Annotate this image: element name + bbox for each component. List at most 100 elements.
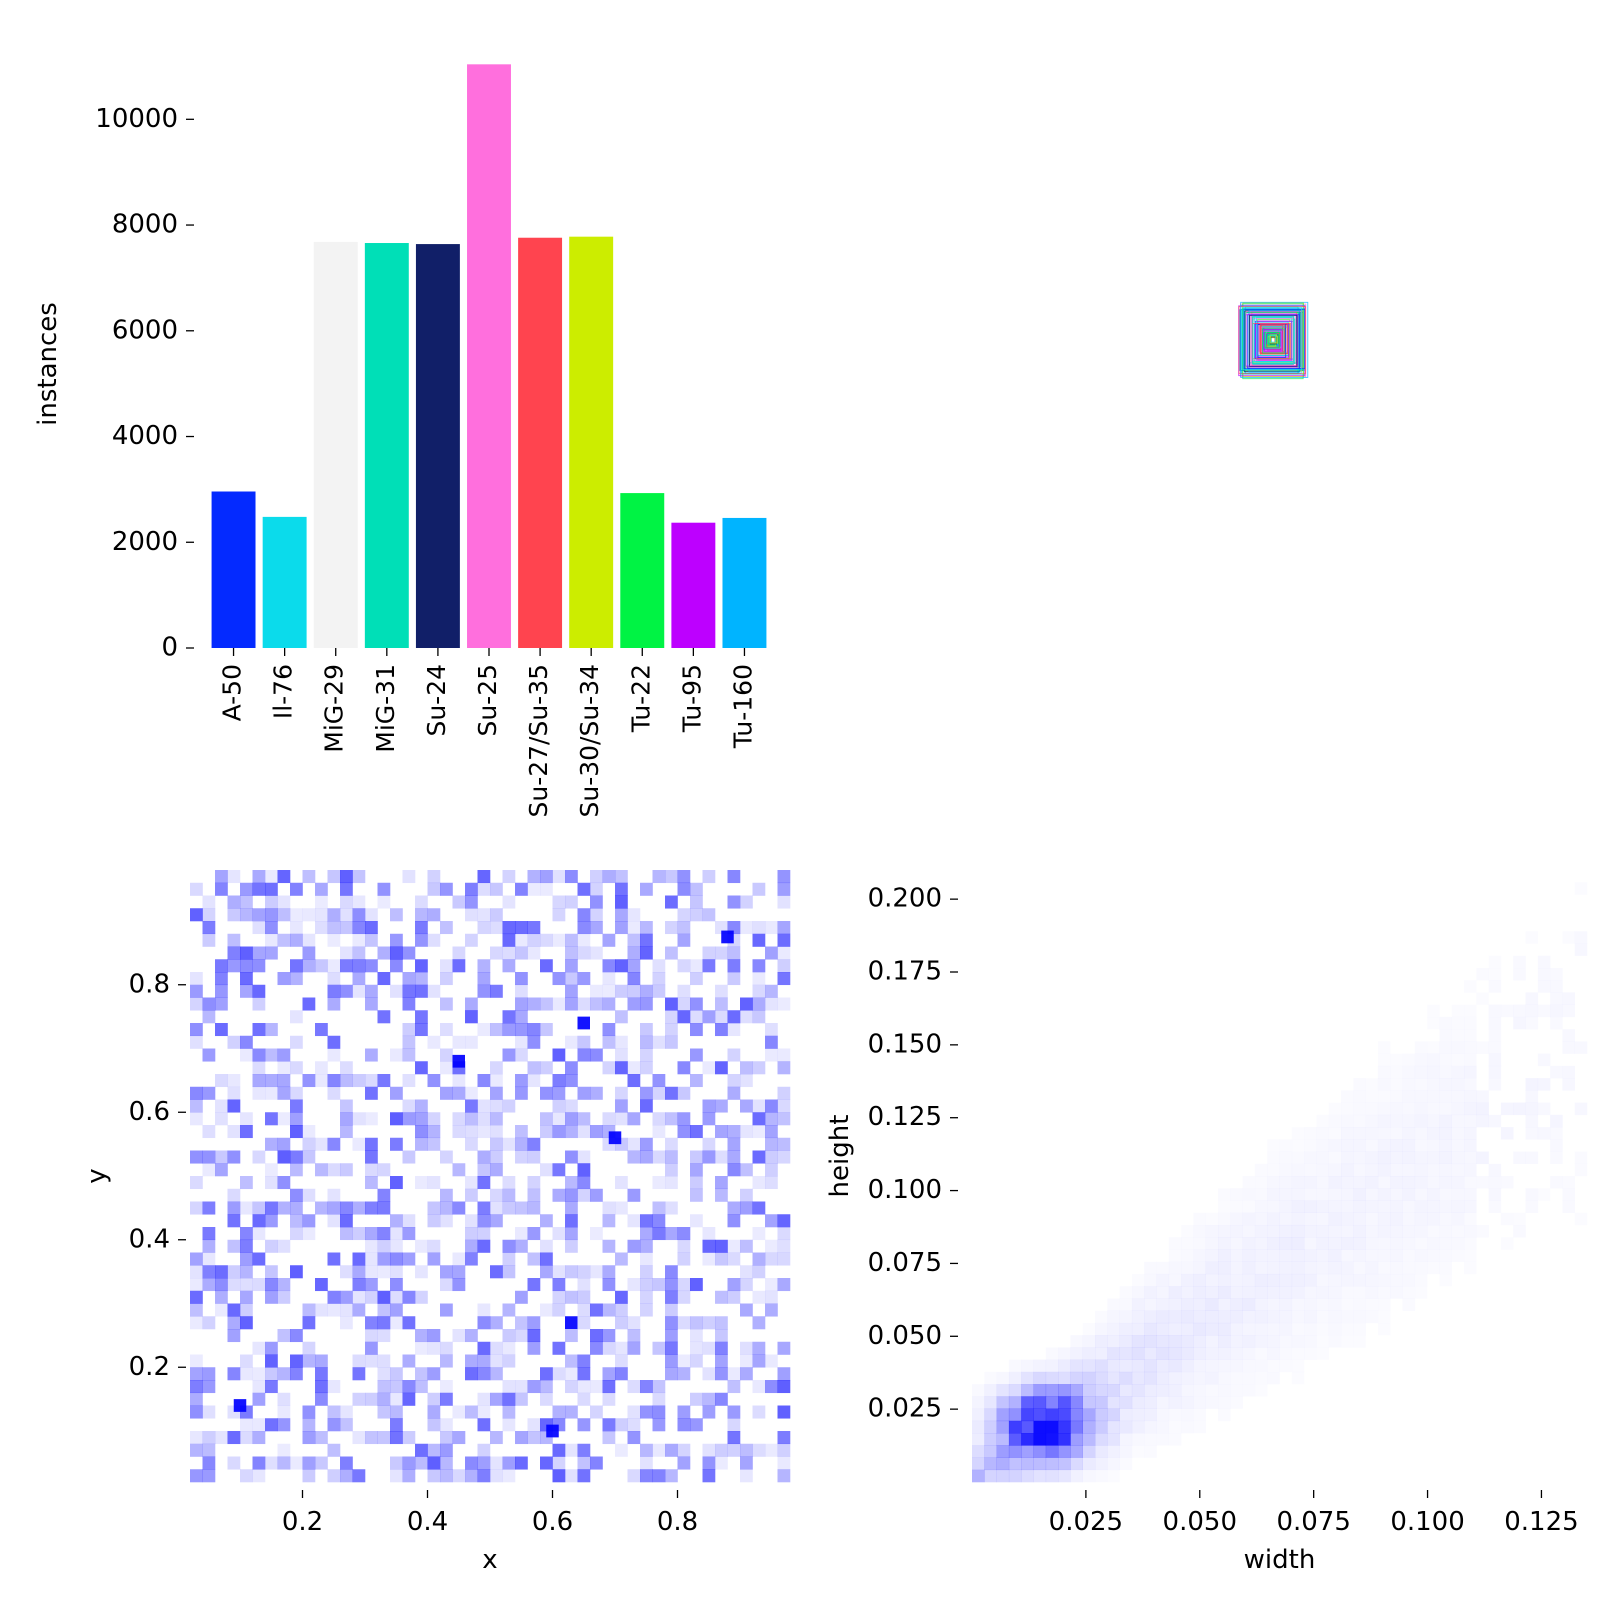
heatmap-cell [302,933,316,947]
heatmap-cell [1181,1396,1194,1409]
heatmap-cell [1181,1249,1194,1262]
heatmap-cell [540,1392,553,1406]
x-tick-label: Tu-160 [728,664,757,749]
y-tick-label: 0.4 [129,1224,170,1254]
heatmap-cell [1390,1103,1403,1116]
heatmap-cell [1439,1262,1452,1275]
heatmap-cell [477,1443,491,1457]
heatmap-cell [465,1227,478,1241]
heatmap-cell [202,1125,216,1139]
y-tick-label: 0.025 [868,1394,942,1424]
heatmap-cell [452,1431,466,1445]
heatmap-cell [515,882,528,896]
heatmap-cell [602,1329,616,1343]
heatmap-cell [302,1137,316,1151]
heatmap-cell [1205,1261,1219,1275]
bar-mig-31 [364,243,409,648]
heatmap-cell [440,1418,453,1432]
heatmap-cell [1058,1359,1071,1373]
heatmap-cell [640,984,653,998]
heatmap-cell [1353,1188,1366,1201]
heatmap-cell [190,1392,203,1406]
heatmap-cell [1304,1200,1317,1214]
heatmap-cell [402,1252,416,1266]
heatmap-cell [652,870,666,884]
heatmap-cell [615,1112,628,1126]
heatmap-cell [1255,1323,1268,1336]
heatmap-cell [1279,1200,1293,1214]
heatmap-cell [1316,1311,1329,1324]
heatmap-cell [1366,1262,1379,1275]
heatmap-cell [190,1290,203,1304]
heatmap-cell [602,1431,616,1445]
heatmap-cell [677,933,691,947]
heatmap-cell [1070,1371,1083,1385]
heatmap-cell [727,1380,741,1394]
heatmap-cell [1193,1286,1206,1299]
heatmap-cell [515,1010,528,1024]
heatmap-cell [602,1214,616,1228]
heatmap-cell [1403,1054,1416,1067]
heatmap-cell [1008,1445,1022,1458]
heatmap-cell [1083,1470,1096,1483]
heatmap-cell [1439,1164,1452,1177]
heatmap-cell [415,1456,428,1470]
heatmap-cell [1464,1237,1477,1250]
heatmap-cell [1452,1237,1465,1250]
heatmap-cell [1464,1249,1477,1262]
heatmap-cell [352,1367,366,1381]
heatmap-cell [1095,1359,1108,1373]
heatmap-cell [727,1150,741,1164]
heatmap-cell [1414,1151,1428,1165]
heatmap-cell [1120,1458,1133,1471]
heatmap-cell [327,1048,341,1062]
heatmap-cell [1489,1017,1502,1030]
heatmap-cell [390,1380,403,1394]
heatmap-cell [540,959,553,973]
heatmap-cell [1353,1274,1366,1287]
heatmap-cell [615,984,628,998]
heatmap-cell [640,1469,653,1483]
heatmap-cell [1328,1224,1342,1238]
heatmap-cell [590,921,603,935]
heatmap-cell [1193,1237,1206,1250]
heatmap-cell [690,997,703,1011]
heatmap-cell [1070,1396,1083,1409]
heatmap-cell [515,1035,528,1049]
heatmap-cell [440,959,453,973]
heatmap-cell [1476,968,1489,981]
heatmap-cell [340,1303,353,1317]
heatmap-cell [627,1341,641,1355]
heatmap-cell [1353,1286,1366,1299]
heatmap-cell [490,984,503,998]
heatmap-cell [677,1061,691,1075]
heatmap-cell [1390,1249,1403,1262]
heatmap-cell [415,1061,428,1075]
heatmap-cell [1132,1286,1145,1299]
heatmap-cell [752,1443,766,1457]
heatmap-cell [765,921,778,935]
heatmap-cell [365,1163,378,1177]
heatmap-cell [252,1367,266,1381]
x-tick-label: MiG-31 [371,664,400,753]
heatmap-cell [665,1086,678,1100]
heatmap-cell [1353,1311,1366,1324]
heatmap-cell [440,1341,453,1355]
heatmap-cell [502,1380,516,1394]
heatmap-cell [1107,1470,1120,1483]
heatmap-cell [1267,1347,1280,1360]
heatmap-cell [652,1443,666,1457]
heatmap-cell [1464,1041,1477,1054]
heatmap-cell [515,1023,528,1037]
heatmap-cell [1464,1152,1477,1165]
heatmap-cell [640,946,653,960]
heatmap-cell [465,997,478,1011]
heatmap-cell [515,1431,528,1445]
heatmap-cell [440,1380,453,1394]
heatmap-cell [1341,1274,1354,1287]
heatmap-cell [502,1405,516,1419]
heatmap-cell [552,972,566,986]
heatmap-cell [690,1329,703,1343]
heatmap-cell [1353,1249,1366,1262]
heatmap-cell [265,1112,278,1126]
